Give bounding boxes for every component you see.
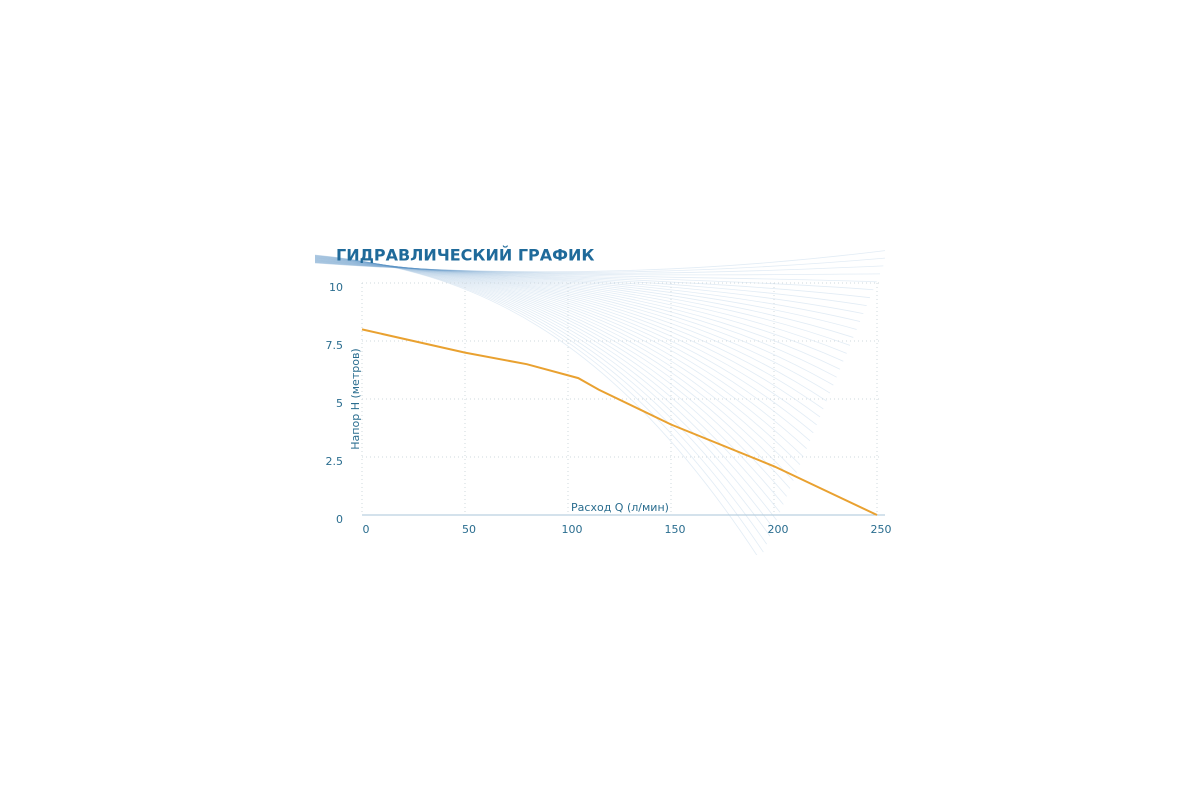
x-tick-label: 50 — [462, 523, 476, 536]
decor-curve — [315, 257, 801, 465]
decor-curve — [315, 258, 817, 426]
y-axis-label: Напор Н (метров) — [349, 348, 362, 449]
decor-curve — [315, 257, 811, 442]
decor-curve — [315, 250, 885, 273]
decor-curve — [315, 258, 827, 402]
decor-curve — [315, 260, 864, 314]
chart-title: ГИДРАВЛИЧЕСКИЙ ГРАФИК — [336, 246, 595, 265]
decor-curve — [315, 258, 821, 418]
y-tick-label: 0 — [336, 513, 343, 526]
decor-curve — [315, 259, 837, 378]
decor-curve — [315, 260, 854, 338]
decor-curve — [315, 259, 834, 386]
y-tick-label: 10 — [329, 281, 343, 294]
decor-curve — [315, 260, 861, 322]
decor-curve — [315, 255, 771, 537]
y-tick-label: 5 — [336, 397, 343, 410]
decor-curve — [315, 259, 847, 354]
decor-curve — [315, 256, 784, 505]
decor-curve — [315, 256, 787, 497]
x-tick-label: 250 — [871, 523, 892, 536]
decor-curve — [315, 254, 758, 555]
decor-curve — [315, 261, 877, 283]
decor-curve — [315, 261, 867, 307]
decor-curve — [315, 257, 807, 450]
decor-curve — [315, 256, 791, 489]
y-tick-label: 7.5 — [326, 339, 344, 352]
decor-curve — [315, 260, 851, 346]
decor-curve — [315, 257, 814, 434]
decor-curve — [315, 258, 824, 410]
x-tick-label: 200 — [768, 523, 789, 536]
x-tick-label: 100 — [562, 523, 583, 536]
y-tick-label: 2.5 — [326, 455, 344, 468]
decor-curve — [315, 258, 831, 394]
decor-curve — [315, 255, 781, 513]
decor-curve — [315, 259, 844, 362]
decor-curve — [315, 261, 871, 299]
decor-curve — [315, 261, 881, 276]
decor-curve — [315, 262, 884, 274]
x-axis-label: Расход Q (л/мин) — [571, 501, 669, 514]
decor-curve — [315, 257, 804, 457]
decor — [315, 250, 885, 555]
decor-curve — [315, 254, 764, 553]
decor-curve — [315, 256, 797, 473]
decor-curve — [315, 260, 857, 330]
decor-curve — [315, 256, 794, 481]
x-tick-label: 0 — [363, 523, 370, 536]
decor-curve — [315, 257, 885, 273]
decor-curve — [315, 255, 777, 521]
line-series — [361, 328, 878, 516]
x-tick-label: 150 — [665, 523, 686, 536]
decor-curve — [315, 255, 767, 545]
decor-curve — [315, 255, 774, 529]
decor-curve — [315, 261, 874, 291]
